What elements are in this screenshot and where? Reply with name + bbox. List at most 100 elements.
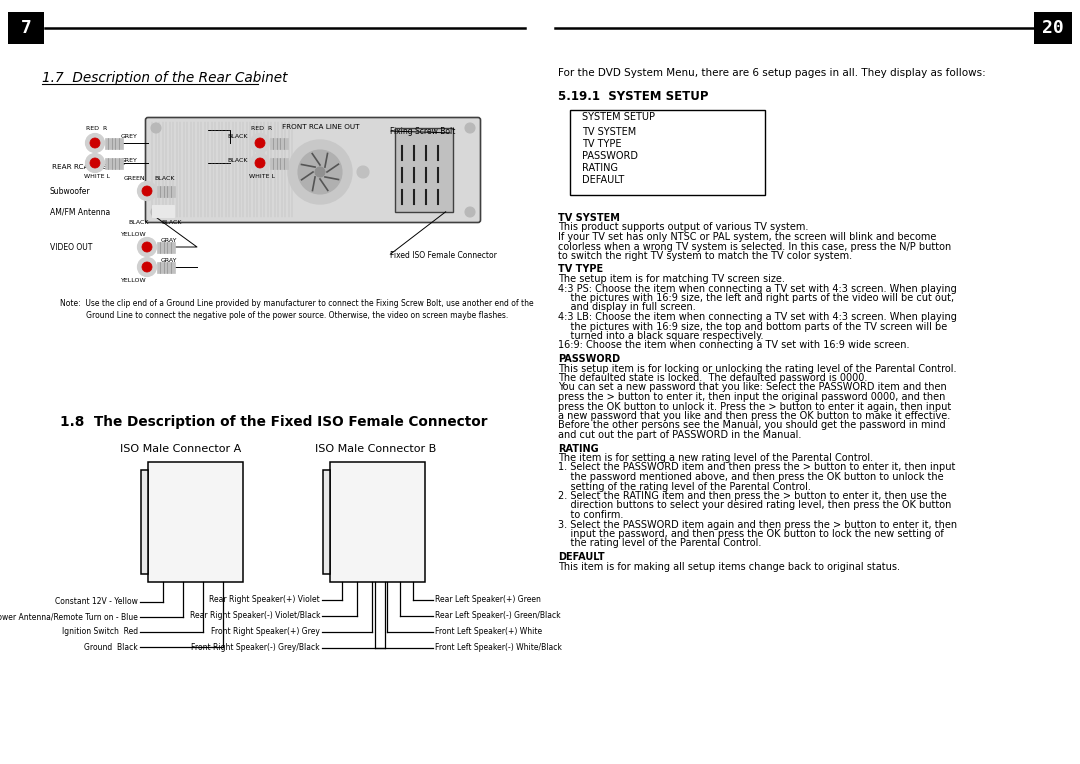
Text: YELLOW: YELLOW bbox=[121, 277, 147, 283]
Bar bbox=[157, 186, 175, 196]
Text: Power Antenna/Remote Turn on - Blue: Power Antenna/Remote Turn on - Blue bbox=[0, 613, 138, 621]
Bar bbox=[105, 138, 122, 148]
Text: SYSTEM SETUP: SYSTEM SETUP bbox=[582, 112, 654, 122]
Circle shape bbox=[90, 138, 100, 148]
Circle shape bbox=[298, 150, 342, 194]
Text: GRAY: GRAY bbox=[161, 257, 177, 263]
Text: Fixed ISO Female Connector: Fixed ISO Female Connector bbox=[390, 251, 497, 261]
Bar bbox=[105, 157, 122, 169]
Bar bbox=[8, 12, 44, 44]
Bar bbox=[270, 157, 287, 169]
Text: GRAY: GRAY bbox=[161, 238, 177, 242]
Circle shape bbox=[90, 158, 100, 168]
Circle shape bbox=[251, 134, 270, 153]
Text: Front Left Speaker(+) White: Front Left Speaker(+) White bbox=[435, 627, 542, 636]
Text: GREY: GREY bbox=[121, 134, 138, 138]
Text: REAR RCA LINE OUT: REAR RCA LINE OUT bbox=[52, 164, 124, 170]
FancyBboxPatch shape bbox=[146, 118, 481, 222]
Circle shape bbox=[465, 123, 475, 133]
Text: Before the other persons see the Manual, you should get the password in mind: Before the other persons see the Manual,… bbox=[558, 420, 946, 430]
Text: 4:3 PS: Choose the item when connecting a TV set with 4:3 screen. When playing: 4:3 PS: Choose the item when connecting … bbox=[558, 283, 957, 293]
Text: PASSWORD: PASSWORD bbox=[558, 354, 620, 364]
Circle shape bbox=[255, 158, 265, 168]
Circle shape bbox=[251, 154, 270, 173]
Text: Rear Left Speaker(-) Green/Black: Rear Left Speaker(-) Green/Black bbox=[435, 611, 561, 620]
Text: setting of the rating level of the Parental Control.: setting of the rating level of the Paren… bbox=[558, 481, 811, 491]
Text: and display in full screen.: and display in full screen. bbox=[558, 303, 696, 312]
Text: RATING: RATING bbox=[582, 163, 618, 173]
Text: 2. Select the RATING item and then press the > button to enter it, then use the: 2. Select the RATING item and then press… bbox=[558, 491, 947, 501]
Text: You can set a new password that you like: Select the PASSWORD item and then: You can set a new password that you like… bbox=[558, 383, 947, 393]
Text: Fixing Screw Bolt: Fixing Screw Bolt bbox=[390, 127, 456, 135]
Text: This setup item is for locking or unlocking the rating level of the Parental Con: This setup item is for locking or unlock… bbox=[558, 364, 957, 374]
Text: 1.8  The Description of the Fixed ISO Female Connector: 1.8 The Description of the Fixed ISO Fem… bbox=[60, 415, 487, 429]
Text: GREEN: GREEN bbox=[123, 176, 145, 180]
Text: direction buttons to select your desired rating level, then press the OK button: direction buttons to select your desired… bbox=[558, 500, 951, 510]
Bar bbox=[1034, 12, 1072, 44]
Text: The defaulted state is locked.  The defaulted password is 0000.: The defaulted state is locked. The defau… bbox=[558, 373, 867, 383]
Text: TV SYSTEM: TV SYSTEM bbox=[582, 127, 636, 137]
Bar bbox=[148, 462, 243, 582]
Text: DEFAULT: DEFAULT bbox=[582, 175, 624, 185]
Text: If your TV set has only NTSC or PAL system, the screen will blink and become: If your TV set has only NTSC or PAL syst… bbox=[558, 232, 936, 242]
Text: TV TYPE: TV TYPE bbox=[558, 264, 603, 274]
Circle shape bbox=[137, 257, 157, 277]
Text: VIDEO OUT: VIDEO OUT bbox=[50, 242, 93, 251]
Text: RED  R: RED R bbox=[252, 127, 272, 131]
Circle shape bbox=[151, 207, 161, 217]
Text: to switch the right TV system to match the TV color system.: to switch the right TV system to match t… bbox=[558, 251, 852, 261]
Text: to confirm.: to confirm. bbox=[558, 510, 623, 520]
Text: 7: 7 bbox=[21, 19, 31, 37]
Text: 1.7  Description of the Rear Cabinet: 1.7 Description of the Rear Cabinet bbox=[42, 71, 287, 85]
Text: The setup item is for matching TV screen size.: The setup item is for matching TV screen… bbox=[558, 274, 785, 284]
Circle shape bbox=[141, 242, 152, 252]
Circle shape bbox=[357, 166, 369, 178]
Text: the pictures with 16:9 size, the top and bottom parts of the TV screen will be: the pictures with 16:9 size, the top and… bbox=[558, 322, 947, 332]
Text: 4:3 LB: Choose the item when connecting a TV set with 4:3 screen. When playing: 4:3 LB: Choose the item when connecting … bbox=[558, 312, 957, 322]
Circle shape bbox=[255, 138, 265, 148]
Text: PASSWORD: PASSWORD bbox=[582, 151, 638, 161]
Text: FRONT RCA LINE OUT: FRONT RCA LINE OUT bbox=[282, 124, 360, 130]
Bar bbox=[570, 110, 765, 195]
Text: BLACK: BLACK bbox=[162, 219, 183, 225]
Circle shape bbox=[141, 262, 152, 272]
Circle shape bbox=[137, 182, 157, 200]
Bar bbox=[395, 128, 453, 212]
Text: 20: 20 bbox=[1042, 19, 1064, 37]
Circle shape bbox=[141, 186, 152, 196]
Text: BLACK: BLACK bbox=[154, 176, 175, 180]
Bar bbox=[270, 138, 287, 148]
Circle shape bbox=[315, 167, 325, 177]
Text: Ignition Switch  Red: Ignition Switch Red bbox=[62, 627, 138, 636]
Text: Note:  Use the clip end of a Ground Line provided by manufacturer to connect the: Note: Use the clip end of a Ground Line … bbox=[60, 299, 534, 321]
Bar bbox=[141, 470, 148, 574]
Text: Ground  Black: Ground Black bbox=[84, 643, 138, 652]
Text: input the password, and then press the OK button to lock the new setting of: input the password, and then press the O… bbox=[558, 529, 944, 539]
Text: the pictures with 16:9 size, the left and right parts of the video will be cut o: the pictures with 16:9 size, the left an… bbox=[558, 293, 954, 303]
Text: BLACK: BLACK bbox=[228, 134, 248, 138]
Text: TV TYPE: TV TYPE bbox=[582, 139, 621, 149]
Text: press the OK button to unlock it. Press the > button to enter it again, then inp: press the OK button to unlock it. Press … bbox=[558, 402, 951, 412]
Text: WHITE L: WHITE L bbox=[84, 174, 110, 180]
Text: RATING: RATING bbox=[558, 443, 598, 454]
Circle shape bbox=[465, 207, 475, 217]
Bar bbox=[152, 205, 174, 217]
Text: Constant 12V - Yellow: Constant 12V - Yellow bbox=[55, 597, 138, 607]
Text: 5.19.1  SYSTEM SETUP: 5.19.1 SYSTEM SETUP bbox=[558, 89, 708, 102]
Text: Front Left Speaker(-) White/Black: Front Left Speaker(-) White/Black bbox=[435, 643, 562, 652]
Text: BLACK: BLACK bbox=[228, 157, 248, 163]
Text: 16:9: Choose the item when connecting a TV set with 16:9 wide screen.: 16:9: Choose the item when connecting a … bbox=[558, 341, 909, 351]
Circle shape bbox=[288, 140, 352, 204]
Bar bbox=[157, 241, 175, 252]
Text: and cut out the part of PASSWORD in the Manual.: and cut out the part of PASSWORD in the … bbox=[558, 430, 801, 440]
Text: Rear Right Speaker(-) Violet/Black: Rear Right Speaker(-) Violet/Black bbox=[189, 611, 320, 620]
Circle shape bbox=[85, 154, 105, 173]
Text: This item is for making all setup items change back to original status.: This item is for making all setup items … bbox=[558, 562, 900, 571]
Text: ISO Male Connector A: ISO Male Connector A bbox=[120, 444, 241, 454]
Bar bbox=[323, 470, 330, 574]
Text: 3. Select the PASSWORD item again and then press the > button to enter it, then: 3. Select the PASSWORD item again and th… bbox=[558, 520, 957, 529]
Text: TV SYSTEM: TV SYSTEM bbox=[558, 213, 620, 223]
Text: press the > button to enter it, then input the original password 0000, and then: press the > button to enter it, then inp… bbox=[558, 392, 945, 402]
Text: Front Right Speaker(-) Grey/Black: Front Right Speaker(-) Grey/Black bbox=[191, 643, 320, 652]
Circle shape bbox=[151, 123, 161, 133]
